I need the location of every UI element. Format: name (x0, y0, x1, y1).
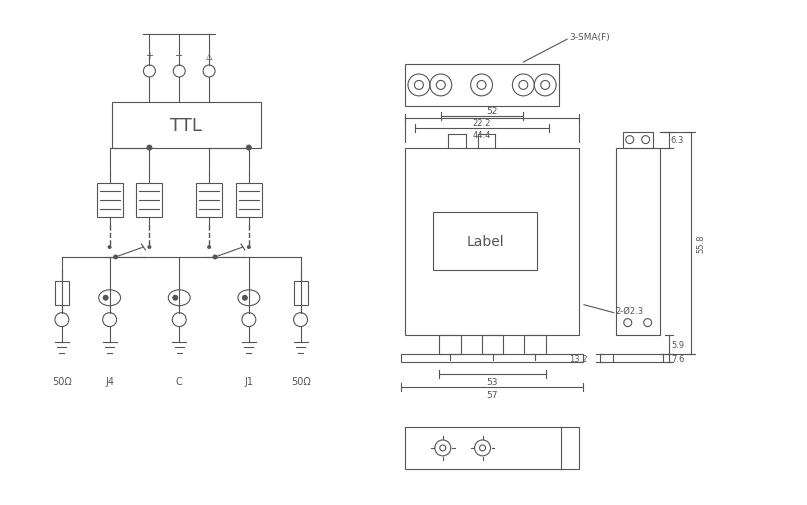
Circle shape (247, 245, 251, 249)
Text: 13.2: 13.2 (570, 354, 588, 363)
Circle shape (172, 295, 178, 301)
Text: 52: 52 (487, 107, 498, 116)
Circle shape (207, 245, 211, 249)
Text: 57: 57 (487, 390, 498, 399)
Bar (136, 184, 162, 218)
Text: −: − (175, 51, 183, 61)
Circle shape (113, 255, 118, 260)
Circle shape (242, 295, 248, 301)
Bar (405, 148, 579, 335)
Circle shape (146, 145, 153, 152)
Bar (111, 103, 261, 148)
Text: C: C (176, 377, 182, 386)
Text: 5.9: 5.9 (671, 340, 684, 349)
Text: +: + (145, 51, 153, 61)
Text: 6.3: 6.3 (671, 136, 684, 145)
Circle shape (107, 245, 111, 249)
Text: J1: J1 (245, 377, 253, 386)
Text: 22.2: 22.2 (473, 119, 491, 128)
Bar (401, 355, 583, 363)
Bar (482, 335, 504, 355)
Bar (55, 281, 69, 305)
Bar (613, 355, 663, 363)
Bar (405, 65, 559, 107)
Text: 44.4: 44.4 (473, 131, 491, 140)
Bar (236, 184, 261, 218)
Bar (433, 213, 537, 270)
Text: △: △ (206, 52, 212, 61)
Text: J4: J4 (105, 377, 114, 386)
Bar (97, 184, 123, 218)
Circle shape (102, 295, 109, 301)
Text: 53: 53 (487, 377, 498, 386)
Bar (405, 427, 579, 469)
Circle shape (148, 245, 152, 249)
Text: 50Ω: 50Ω (291, 377, 311, 386)
Text: 55.8: 55.8 (697, 234, 706, 253)
Bar (294, 281, 307, 305)
Bar (439, 335, 461, 355)
Text: 2-Ø2.3: 2-Ø2.3 (616, 307, 644, 316)
Bar (623, 132, 653, 148)
Circle shape (212, 255, 218, 260)
Text: Label: Label (466, 235, 504, 248)
Bar (525, 335, 546, 355)
Bar (196, 184, 222, 218)
Text: 7.6: 7.6 (671, 354, 684, 363)
Circle shape (246, 145, 252, 152)
Text: TTL: TTL (170, 117, 202, 134)
Text: 50Ω: 50Ω (52, 377, 72, 386)
Bar (616, 148, 659, 335)
Text: 3-SMA(F): 3-SMA(F) (569, 33, 610, 41)
